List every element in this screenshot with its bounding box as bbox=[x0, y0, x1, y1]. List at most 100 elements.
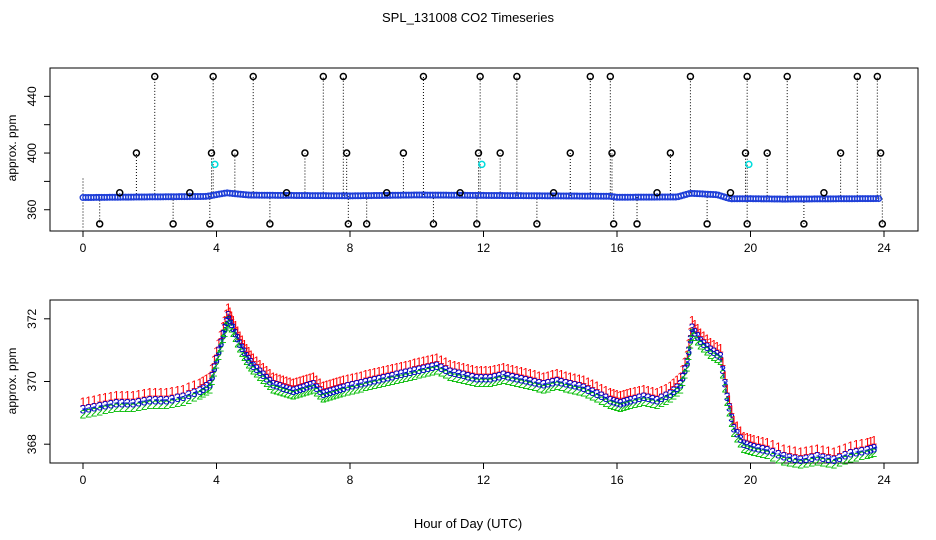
series-2-point: 2 bbox=[393, 373, 400, 387]
y-axis-label-top: approx. ppm bbox=[5, 115, 19, 182]
series-3-point: 3 bbox=[451, 366, 458, 380]
series-3-point: 3 bbox=[371, 373, 378, 387]
outlier-low-point bbox=[362, 220, 371, 228]
series-2-point: 2 bbox=[119, 401, 126, 415]
series-1-point: 1 bbox=[263, 364, 270, 378]
series-3-point: 3 bbox=[200, 382, 207, 396]
series-3-point: 3 bbox=[411, 364, 418, 378]
series-1-point: 1 bbox=[102, 391, 109, 405]
series-3-point: 3 bbox=[685, 344, 692, 358]
series-2-point: 2 bbox=[222, 326, 229, 340]
series-1-point: 1 bbox=[645, 383, 652, 397]
series-3-point: 3 bbox=[585, 383, 592, 397]
series-3-point: 3 bbox=[185, 388, 192, 402]
series-3-point: 3 bbox=[180, 390, 187, 404]
series-1-point: 1 bbox=[451, 358, 458, 372]
series-1-point: 1 bbox=[514, 364, 521, 378]
outlier-low-point bbox=[533, 220, 541, 228]
series-2-point: 2 bbox=[730, 426, 737, 440]
series-1-point: 1 bbox=[737, 424, 744, 438]
marks-bottom: 1231231231231231231231231231231231231231… bbox=[80, 301, 878, 472]
series-1-point: 1 bbox=[864, 436, 871, 450]
series-2-point: 2 bbox=[209, 374, 216, 388]
series-3-point: 3 bbox=[163, 393, 170, 407]
series-1-point: 1 bbox=[750, 432, 757, 446]
series-1-point: 1 bbox=[694, 322, 701, 336]
series-1-point: 1 bbox=[689, 313, 696, 327]
series-3-point: 3 bbox=[389, 369, 396, 383]
series-1-point: 1 bbox=[389, 361, 396, 375]
series-2-point: 2 bbox=[215, 349, 222, 363]
series-3-point: 3 bbox=[864, 443, 871, 457]
series-3-point: 3 bbox=[764, 443, 771, 457]
series-3-point: 3 bbox=[540, 378, 547, 392]
series-1-point: 1 bbox=[124, 389, 131, 403]
top-x-tick-label: 16 bbox=[610, 241, 624, 255]
series-1-point: 1 bbox=[407, 357, 414, 371]
series-2-point: 2 bbox=[310, 382, 317, 396]
outlier-400-point bbox=[566, 149, 575, 157]
outlier-low-point bbox=[633, 220, 641, 228]
outlier-high-point bbox=[873, 72, 882, 81]
series-2-point: 2 bbox=[663, 394, 670, 408]
series-1-point: 1 bbox=[456, 359, 463, 373]
series-2-point: 2 bbox=[191, 391, 198, 405]
series-1-point: 1 bbox=[152, 385, 159, 399]
panel-bottom: 1231231231231231231231231231231231231231… bbox=[5, 299, 919, 487]
series-3-point: 3 bbox=[407, 365, 414, 379]
outlier-mid-point bbox=[726, 188, 735, 197]
series-2-point: 2 bbox=[349, 383, 356, 397]
series-1-point: 1 bbox=[220, 320, 227, 334]
series-3-point: 3 bbox=[689, 321, 696, 335]
series-3-point: 3 bbox=[682, 363, 689, 377]
outlier-high-point bbox=[476, 72, 484, 81]
series-1-point: 1 bbox=[679, 362, 686, 376]
series-3-point: 3 bbox=[232, 326, 239, 340]
series-3-point: 3 bbox=[792, 452, 799, 466]
cyan-point bbox=[745, 160, 753, 169]
outlier-mid-point bbox=[456, 188, 464, 197]
series-2-point: 2 bbox=[307, 383, 314, 397]
series-3-point: 3 bbox=[277, 380, 284, 394]
series-1-point: 1 bbox=[239, 333, 246, 347]
series-3-point: 3 bbox=[253, 362, 260, 376]
series-1-point: 1 bbox=[631, 384, 638, 398]
series-3-point: 3 bbox=[243, 349, 250, 363]
series-2-point: 2 bbox=[719, 368, 726, 382]
series-3-point: 3 bbox=[487, 371, 494, 385]
series-3-point: 3 bbox=[747, 439, 754, 453]
series-3-point: 3 bbox=[380, 371, 387, 385]
series-2-point: 2 bbox=[358, 381, 365, 395]
series-2-point: 2 bbox=[781, 454, 788, 468]
series-2-point: 2 bbox=[250, 364, 257, 378]
series-2-point: 2 bbox=[684, 360, 691, 374]
series-3-point: 3 bbox=[803, 452, 810, 466]
series-line bbox=[82, 312, 878, 461]
series-1-point: 1 bbox=[228, 309, 235, 323]
series-2-point: 2 bbox=[710, 350, 717, 364]
series-2-point: 2 bbox=[576, 384, 583, 398]
outlier-low-point bbox=[703, 220, 711, 228]
series-3-point: 3 bbox=[687, 333, 694, 347]
series-2-point: 2 bbox=[764, 448, 771, 462]
series-3-point: 3 bbox=[227, 313, 234, 327]
outlier-low-point bbox=[878, 220, 887, 228]
series-3-point: 3 bbox=[598, 389, 605, 403]
series-3-point: 3 bbox=[654, 393, 661, 407]
series-2-point: 2 bbox=[290, 389, 297, 403]
series-3-point: 3 bbox=[744, 438, 751, 452]
series-3-point: 3 bbox=[781, 450, 788, 464]
series-2-point: 2 bbox=[585, 388, 592, 402]
series-3-point: 3 bbox=[80, 403, 87, 417]
series-1-point: 1 bbox=[353, 370, 360, 384]
series-3-point: 3 bbox=[645, 391, 652, 405]
series-3-point: 3 bbox=[158, 393, 165, 407]
series-3-point: 3 bbox=[260, 368, 267, 382]
series-2-point: 2 bbox=[267, 379, 274, 393]
series-1-point: 1 bbox=[714, 339, 721, 353]
series-3-point: 3 bbox=[636, 391, 643, 405]
series-1-point: 1 bbox=[871, 434, 878, 448]
series-2-point: 2 bbox=[836, 455, 843, 469]
series-3-point: 3 bbox=[250, 359, 257, 373]
series-3-point: 3 bbox=[527, 375, 534, 389]
